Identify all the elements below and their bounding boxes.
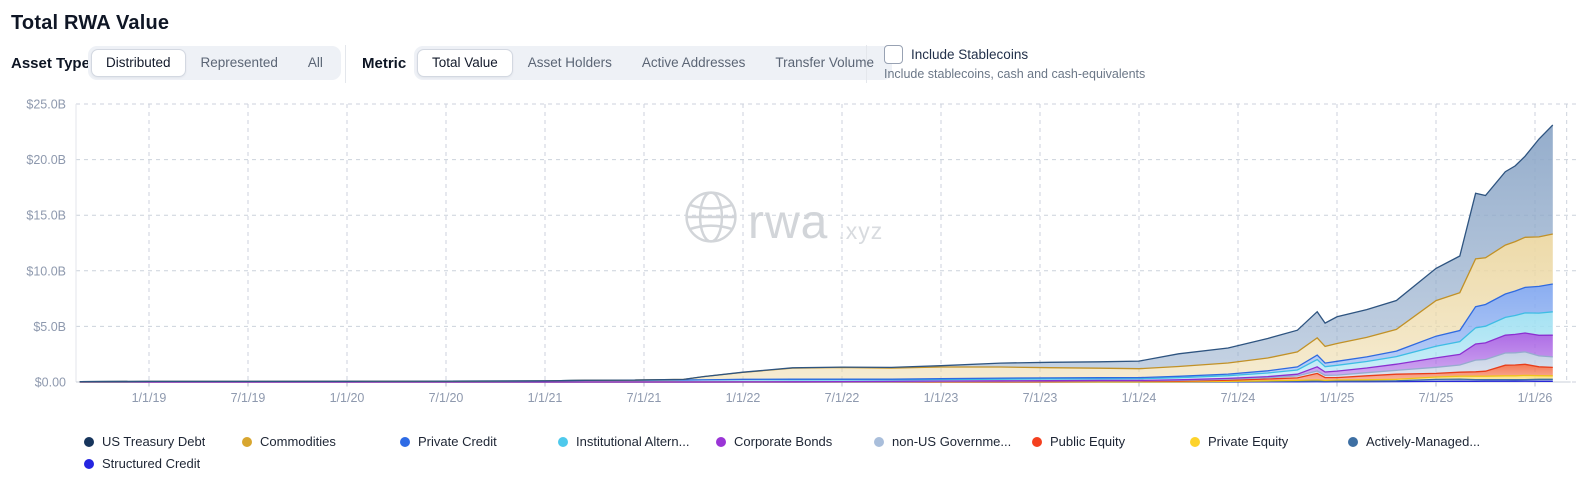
legend-dot-corporate-bonds bbox=[716, 436, 726, 447]
controls-bar: Asset Type Distributed Represented All Met… bbox=[0, 45, 1578, 85]
svg-text:$25.0B: $25.0B bbox=[26, 98, 66, 112]
include-stablecoins-control: Include Stablecoins Include stablecoins,… bbox=[884, 45, 1145, 81]
svg-text:1/1/20: 1/1/20 bbox=[330, 391, 365, 405]
stacked-area-chart[interactable]: $0.00 $5.0B $10.0B $15.0B $20.0B $25.0B 1/1/19… bbox=[0, 95, 1578, 430]
svg-text:7/1/22: 7/1/22 bbox=[825, 391, 860, 405]
svg-text:7/1/20: 7/1/20 bbox=[429, 391, 464, 405]
asset-type-label: Asset Type bbox=[11, 55, 90, 72]
chart-area[interactable]: $0.00 $5.0B $10.0B $15.0B $20.0B $25.0B 1/1/19… bbox=[0, 95, 1578, 430]
legend-item-private-equity[interactable]: Private Equity bbox=[1190, 434, 1348, 449]
legend-dot-public-equity bbox=[1032, 436, 1042, 447]
include-stablecoins-checkbox[interactable] bbox=[884, 45, 903, 64]
area-us-treasury-debt bbox=[79, 125, 1553, 382]
svg-text:1/1/24: 1/1/24 bbox=[1122, 391, 1157, 405]
legend-label: Private Credit bbox=[418, 434, 497, 449]
metric-option-asset-holders[interactable]: Asset Holders bbox=[513, 49, 627, 77]
legend-dot-commodities bbox=[242, 436, 252, 447]
svg-text:$0.00: $0.00 bbox=[35, 376, 66, 390]
svg-text:$15.0B: $15.0B bbox=[26, 209, 66, 223]
legend-label: Private Equity bbox=[1208, 434, 1289, 449]
area-commodities bbox=[79, 234, 1553, 382]
asset-type-option-represented[interactable]: Represented bbox=[186, 49, 293, 77]
legend-label: Actively-Managed... bbox=[1366, 434, 1481, 449]
asset-type-option-distributed[interactable]: Distributed bbox=[91, 49, 186, 77]
legend-dot-non-us-governme bbox=[874, 436, 884, 447]
asset-type-segmented-control: Distributed Represented All bbox=[88, 46, 341, 80]
svg-text:7/1/21: 7/1/21 bbox=[627, 391, 662, 405]
legend-label: non-US Governme... bbox=[892, 434, 1012, 449]
legend-label: US Treasury Debt bbox=[102, 434, 206, 449]
svg-text:7/1/24: 7/1/24 bbox=[1221, 391, 1256, 405]
legend-item-public-equity[interactable]: Public Equity bbox=[1032, 434, 1190, 449]
svg-text:7/1/23: 7/1/23 bbox=[1023, 391, 1058, 405]
legend-label: Structured Credit bbox=[102, 456, 201, 471]
svg-text:1/1/19: 1/1/19 bbox=[132, 391, 167, 405]
divider bbox=[866, 45, 867, 83]
metric-option-total-value[interactable]: Total Value bbox=[417, 49, 513, 77]
legend-item-actively-managed[interactable]: Actively-Managed... bbox=[1348, 434, 1506, 449]
svg-text:1/1/22: 1/1/22 bbox=[726, 391, 761, 405]
legend-dot-private-credit bbox=[400, 436, 410, 447]
page-title: Total RWA Value bbox=[11, 12, 170, 34]
legend-label: Institutional Altern... bbox=[576, 434, 690, 449]
legend-dot-private-equity bbox=[1190, 436, 1200, 447]
include-stablecoins-label: Include Stablecoins bbox=[911, 47, 1029, 62]
asset-type-option-all[interactable]: All bbox=[293, 49, 338, 77]
svg-text:1/1/21: 1/1/21 bbox=[528, 391, 563, 405]
legend-item-non-us-governme[interactable]: non-US Governme... bbox=[874, 434, 1032, 449]
svg-text:$10.0B: $10.0B bbox=[26, 264, 66, 278]
chart-legend: US Treasury Debt Commodities Private Credi… bbox=[84, 434, 1524, 471]
legend-dot-actively-managed bbox=[1348, 436, 1358, 447]
legend-label: Public Equity bbox=[1050, 434, 1126, 449]
svg-text:1/1/26: 1/1/26 bbox=[1518, 391, 1553, 405]
legend-dot-institutional-altern bbox=[558, 436, 568, 447]
legend-item-us-treasury-debt[interactable]: US Treasury Debt bbox=[84, 434, 242, 449]
area-line-us-treasury-debt bbox=[79, 124, 1554, 383]
legend-item-commodities[interactable]: Commodities bbox=[242, 434, 400, 449]
legend-label: Commodities bbox=[260, 434, 336, 449]
legend-item-structured-credit[interactable]: Structured Credit bbox=[84, 456, 242, 471]
svg-text:1/1/25: 1/1/25 bbox=[1320, 391, 1355, 405]
metric-option-active-addresses[interactable]: Active Addresses bbox=[627, 49, 761, 77]
legend-label: Corporate Bonds bbox=[734, 434, 833, 449]
legend-dot-us-treasury-debt bbox=[84, 436, 94, 447]
svg-text:$5.0B: $5.0B bbox=[33, 320, 66, 334]
metric-segmented-control: Total Value Asset Holders Active Addresses… bbox=[414, 46, 892, 80]
area-line-corporate-bonds bbox=[79, 332, 1553, 383]
legend-item-corporate-bonds[interactable]: Corporate Bonds bbox=[716, 434, 874, 449]
svg-text:$20.0B: $20.0B bbox=[26, 153, 66, 167]
svg-text:1/1/23: 1/1/23 bbox=[924, 391, 959, 405]
metric-option-transfer-volume[interactable]: Transfer Volume bbox=[760, 49, 889, 77]
svg-text:7/1/25: 7/1/25 bbox=[1419, 391, 1454, 405]
legend-dot-structured-credit bbox=[84, 458, 94, 469]
include-stablecoins-sublabel: Include stablecoins, cash and cash-equiv… bbox=[884, 67, 1146, 81]
legend-item-institutional-altern[interactable]: Institutional Altern... bbox=[558, 434, 716, 449]
legend-item-private-credit[interactable]: Private Credit bbox=[400, 434, 558, 449]
divider bbox=[345, 45, 346, 83]
svg-text:7/1/19: 7/1/19 bbox=[231, 391, 266, 405]
metric-label: Metric bbox=[362, 55, 407, 72]
